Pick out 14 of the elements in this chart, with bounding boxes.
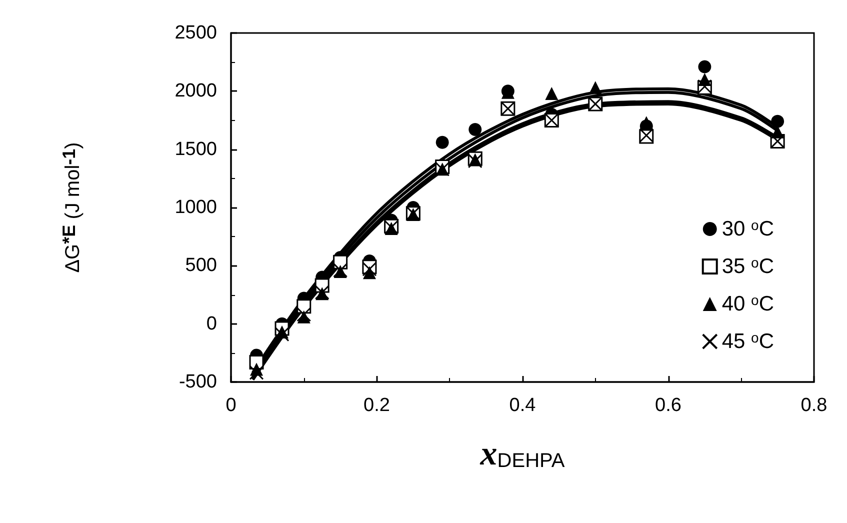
x-tick-label: 0.8: [800, 395, 828, 416]
y-tick-label: 500: [185, 255, 217, 276]
x-tick-label: 0.6: [655, 395, 682, 416]
y-tick-label: 1500: [174, 138, 217, 160]
x-tick-label: 0: [226, 395, 236, 416]
y-tick-label: 1000: [174, 197, 217, 218]
x-axis-title: xDEHPA: [479, 436, 566, 472]
y-tick-label: 2500: [174, 22, 217, 44]
x-tick-label: 0.4: [509, 395, 536, 416]
y-axis-title: ΔG*E (J mol-1): [59, 142, 84, 273]
y-tick-label: 2000: [174, 80, 217, 102]
x-tick-label: 0.2: [364, 395, 390, 416]
y-tick-label: -500: [178, 372, 217, 392]
y-tick-label: 0: [206, 313, 217, 334]
